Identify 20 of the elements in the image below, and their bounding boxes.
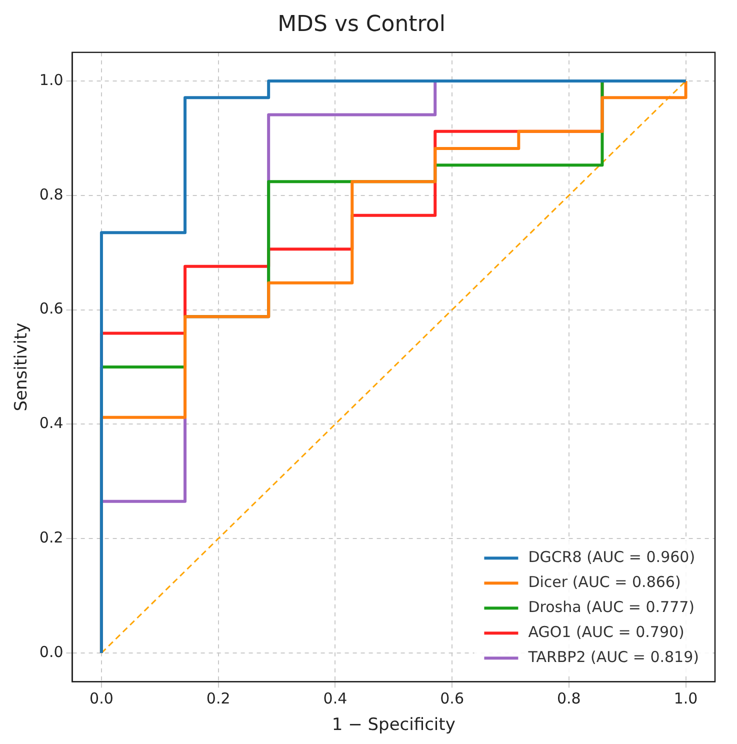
x-tick-label: 0.0 bbox=[90, 689, 114, 708]
x-tick-label: 0.8 bbox=[556, 689, 581, 708]
y-tick-label: 0.2 bbox=[39, 528, 64, 546]
chart-title: MDS vs Control bbox=[278, 12, 446, 37]
legend-label: AGO1 (AUC = 0.790) bbox=[528, 622, 684, 641]
legend-label: Drosha (AUC = 0.777) bbox=[528, 598, 695, 616]
x-tick-label: 0.2 bbox=[206, 689, 230, 708]
x-tick-label: 1.0 bbox=[674, 689, 698, 708]
y-tick-label: 0.8 bbox=[39, 185, 64, 204]
y-tick-label: 0.0 bbox=[39, 642, 64, 661]
x-axis-title: 1 − Specificity bbox=[332, 715, 456, 736]
legend-label: DGCR8 (AUC = 0.960) bbox=[528, 548, 696, 566]
y-tick-label: 0.6 bbox=[39, 300, 64, 318]
y-tick-label: 0.4 bbox=[39, 414, 64, 432]
y-tick-label: 1.0 bbox=[39, 70, 64, 89]
legend-label: TARBP2 (AUC = 0.819) bbox=[527, 648, 700, 666]
y-axis-title: Sensitivity bbox=[12, 322, 32, 412]
x-tick-label: 0.4 bbox=[323, 689, 348, 708]
legend-label: Dicer (AUC = 0.866) bbox=[528, 572, 681, 591]
x-tick-label: 0.6 bbox=[440, 689, 464, 708]
